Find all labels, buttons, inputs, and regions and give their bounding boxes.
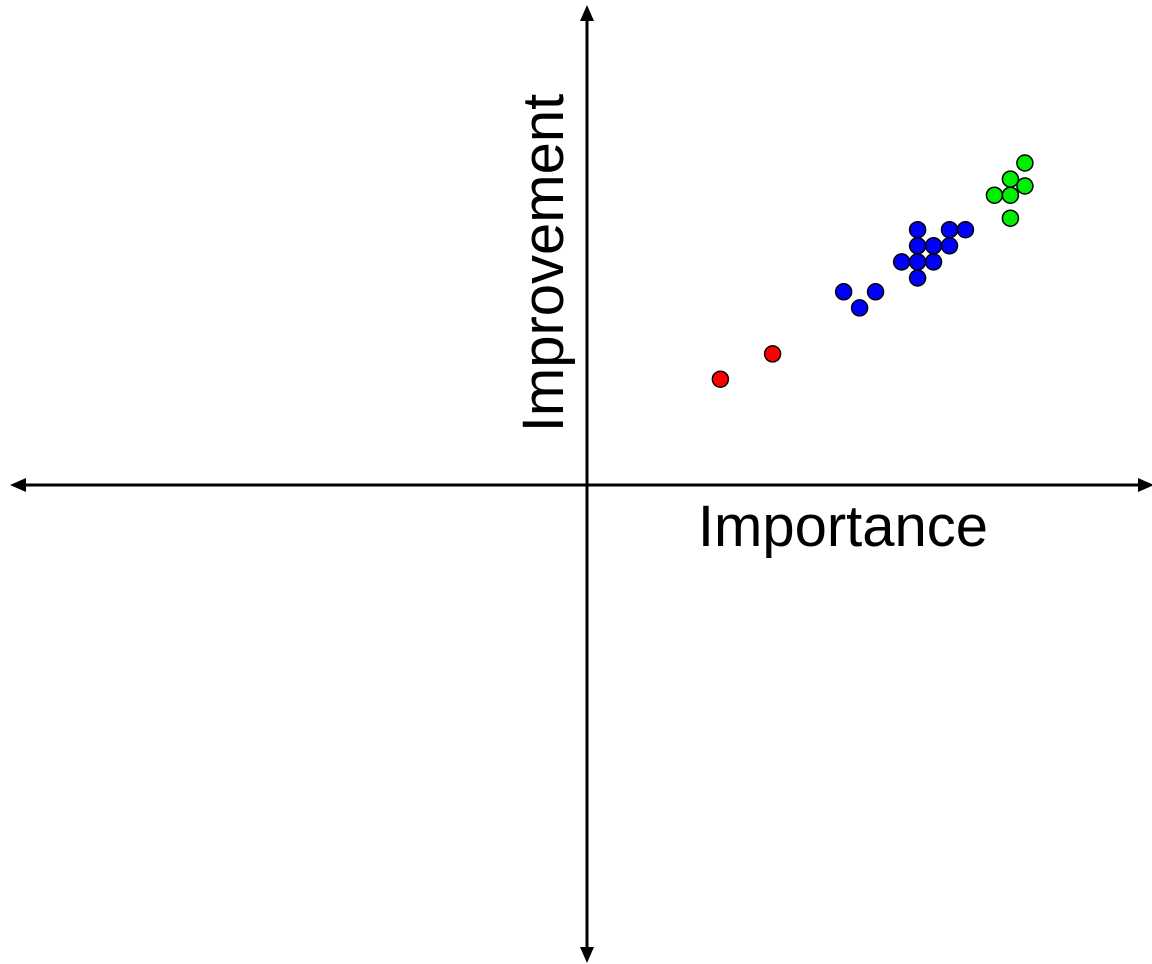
x-axis-label: Importance [698, 494, 988, 559]
scatter-point-s3-3 [1001, 170, 1020, 188]
y-axis-top-arrow [580, 5, 594, 21]
x-axis-right-arrow [1138, 478, 1152, 492]
scatter-point-s2-7 [908, 253, 927, 271]
scatter-point-s1-2 [763, 345, 782, 363]
scatter-point-s2-3 [866, 283, 885, 301]
scatter-point-s2-11 [940, 237, 959, 255]
y-axis-bottom-arrow [580, 947, 594, 963]
scatter-point-s1-1 [711, 370, 730, 388]
scatter-point-s2-4 [892, 253, 911, 271]
scatter-point-s2-5 [908, 237, 927, 255]
scatter-point-s2-12 [940, 220, 959, 239]
scatter-point-s2-10 [924, 237, 943, 255]
scatter-point-s2-13 [956, 220, 975, 239]
x-axis-left-arrow [10, 478, 26, 492]
scatter-point-s3-6 [1016, 154, 1034, 172]
scatter-point-s2-8 [908, 220, 927, 239]
scatter-point-s2-2 [850, 299, 869, 317]
scatter-point-s2-6 [908, 269, 927, 287]
scatter-point-s2-9 [924, 253, 943, 271]
axes [10, 5, 1152, 963]
scatter-point-s3-2 [1001, 186, 1020, 204]
scatter-point-s3-4 [1001, 209, 1020, 227]
y-axis-label: Improvement [511, 94, 576, 432]
scatter-point-s3-1 [985, 186, 1004, 204]
scatter-point-s3-5 [1016, 177, 1034, 195]
scatter-point-s2-1 [834, 283, 853, 301]
data-points [711, 154, 1034, 388]
